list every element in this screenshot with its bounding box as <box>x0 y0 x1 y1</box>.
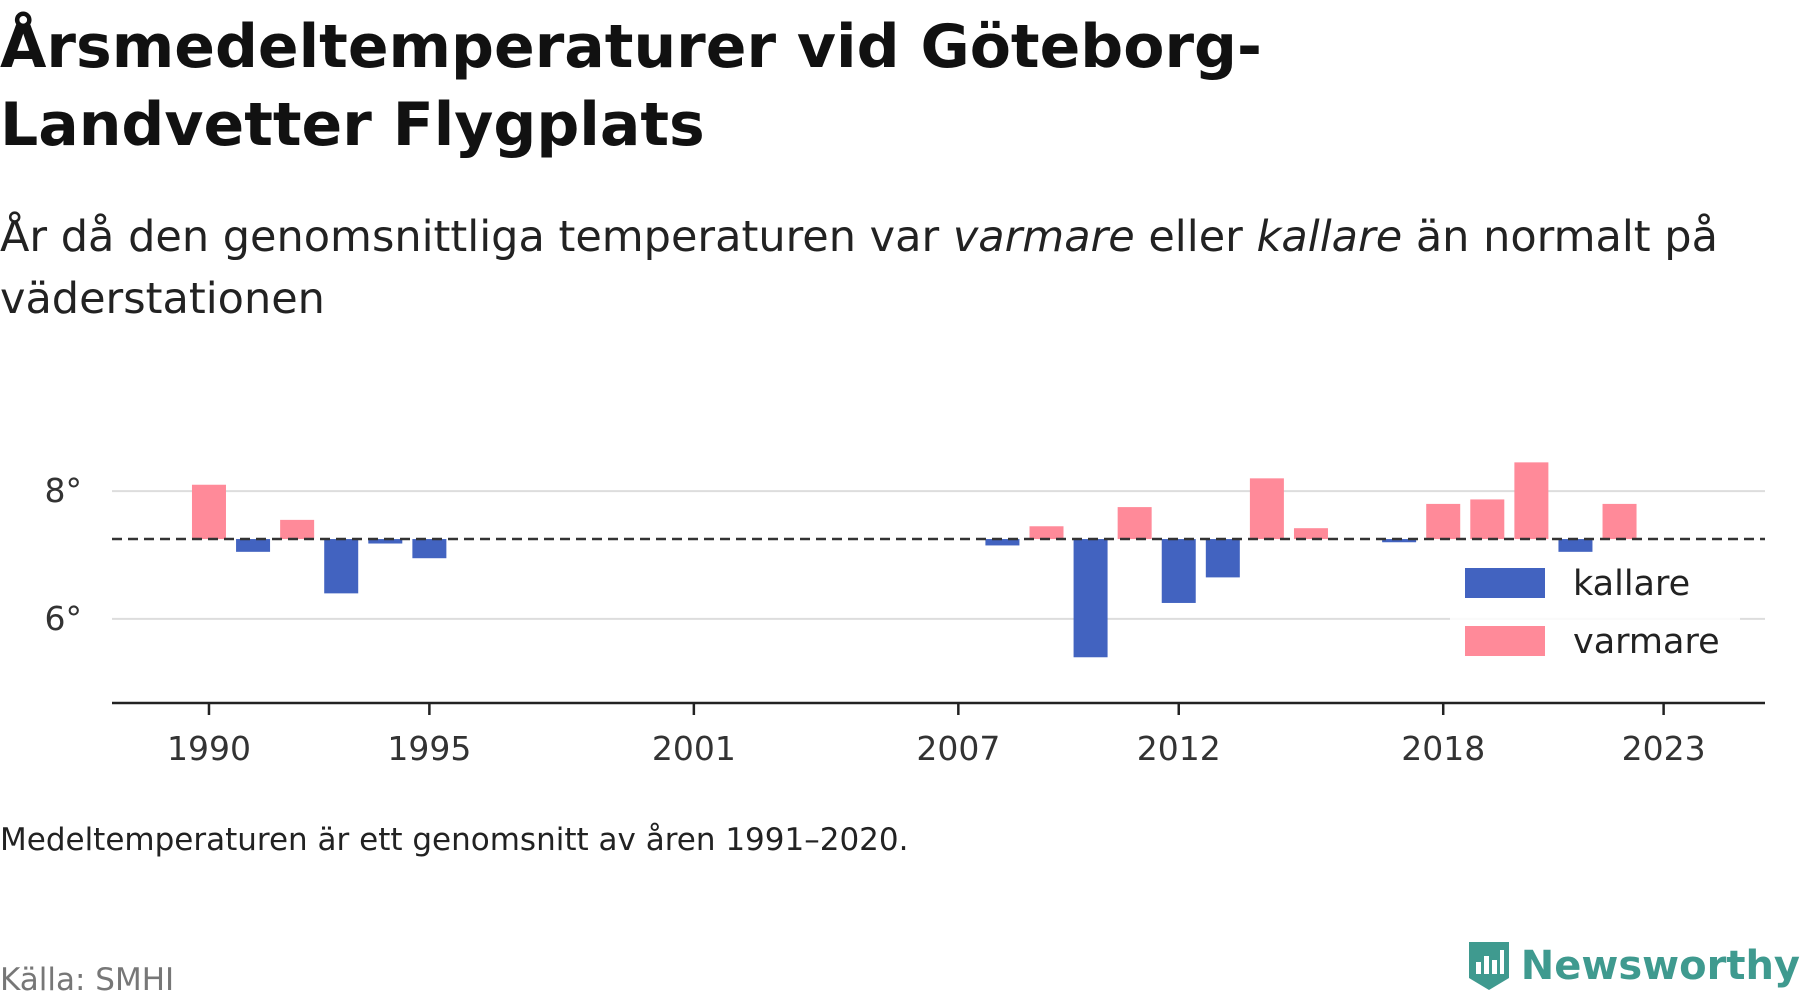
bar-kallare-2010 <box>1073 539 1108 658</box>
x-tick-label: 2001 <box>652 729 736 768</box>
footnote: Medeltemperaturen är ett genomsnitt av å… <box>0 822 909 858</box>
legend: kallare varmare <box>1450 558 1740 676</box>
bar-kallare-1993 <box>324 539 359 594</box>
bar-kallare-2012 <box>1161 539 1196 603</box>
bar-varmare-1992 <box>280 519 315 540</box>
y-tick-label: 8° <box>45 471 83 510</box>
subtitle-text-2: eller <box>1134 212 1257 262</box>
chart-subtitle: År då den genomsnittliga temperaturen va… <box>0 206 1780 330</box>
legend-swatch-varmare <box>1465 626 1545 656</box>
source-text: Källa: SMHI <box>0 962 175 998</box>
x-tick-label: 2023 <box>1622 729 1706 768</box>
x-tick-label: 2007 <box>916 729 1000 768</box>
x-tick-label: 2012 <box>1137 729 1221 768</box>
subtitle-emphasis-varmare: varmare <box>952 212 1135 262</box>
newsworthy-logo-icon <box>1468 942 1509 990</box>
bar-varmare-2011 <box>1117 507 1152 540</box>
legend-swatch-kallare <box>1465 568 1545 598</box>
bar-kallare-2021 <box>1558 539 1593 552</box>
bar-varmare-2022 <box>1602 503 1637 540</box>
subtitle-text-1: År då den genomsnittliga temperaturen va… <box>0 212 953 262</box>
bar-kallare-2017 <box>1382 539 1417 543</box>
x-tick-label: 1990 <box>167 729 251 768</box>
x-tick-label: 2018 <box>1401 729 1485 768</box>
chart-title: Årsmedeltemperaturer vid Göteborg-Landve… <box>0 12 1262 160</box>
bar-kallare-2013 <box>1205 539 1240 578</box>
y-tick-label: 6° <box>45 599 83 638</box>
bar-chart: 1990 1995 2001 2007 2012 2018 2023 6° 8° kallar… <box>45 462 1765 768</box>
bar-kallare-1994 <box>368 539 403 544</box>
y-axis: 6° 8° <box>45 471 83 638</box>
bars-layer <box>191 462 1637 658</box>
bar-varmare-2009 <box>1029 526 1064 540</box>
bar-varmare-2014 <box>1249 478 1284 540</box>
x-tick-label: 1995 <box>387 729 471 768</box>
bar-varmare-2015 <box>1293 528 1328 540</box>
bar-varmare-2020 <box>1514 462 1549 540</box>
bar-varmare-1990 <box>191 484 226 540</box>
newsworthy-brand[interactable]: Newsworthy <box>1465 938 1800 994</box>
legend-label-varmare: varmare <box>1573 622 1720 662</box>
subtitle-text-3: än normalt på väderstationen <box>0 212 1718 324</box>
subtitle-emphasis-kallare: kallare <box>1256 212 1403 262</box>
bar-varmare-2018 <box>1426 503 1461 540</box>
bar-kallare-2008 <box>985 539 1020 546</box>
brand-name: Newsworthy <box>1520 943 1800 989</box>
bar-varmare-2019 <box>1470 499 1505 540</box>
x-axis: 1990 1995 2001 2007 2012 2018 2023 <box>167 703 1706 768</box>
bar-kallare-1991 <box>236 539 271 552</box>
bar-kallare-1995 <box>412 539 447 559</box>
legend-label-kallare: kallare <box>1573 564 1690 604</box>
